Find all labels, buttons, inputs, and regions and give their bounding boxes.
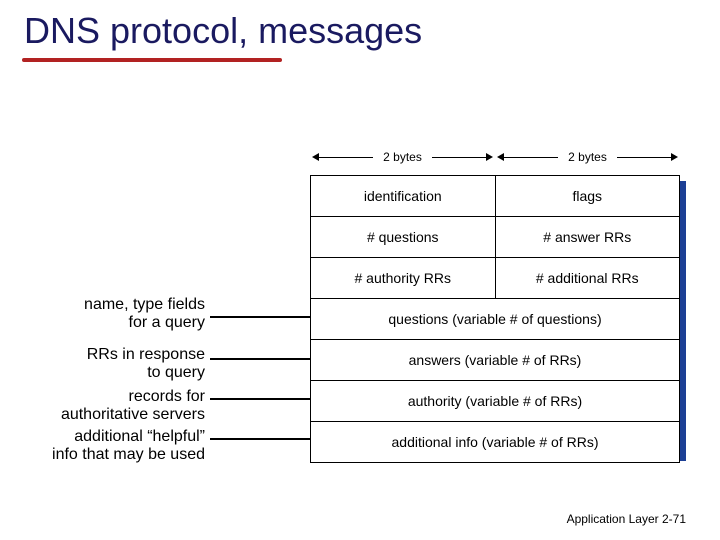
annotation-line	[210, 358, 310, 360]
table-row: questions (variable # of questions)	[311, 299, 680, 340]
table-row: answers (variable # of RRs)	[311, 340, 680, 381]
table-row: # authority RRs # additional RRs	[311, 258, 680, 299]
page-title: DNS protocol, messages	[24, 10, 422, 52]
annotation-line	[210, 398, 310, 400]
bytes-left-label: 2 bytes	[383, 150, 422, 164]
cell-authority-section: authority (variable # of RRs)	[311, 381, 680, 422]
footer-label: Application Layer	[567, 512, 659, 526]
annotation-line	[210, 438, 310, 440]
dns-message-table: identification flags # questions # answe…	[310, 175, 680, 463]
annotation-query-fields: name, type fieldsfor a query	[20, 296, 205, 333]
cell-answers-section: answers (variable # of RRs)	[311, 340, 680, 381]
table-row: authority (variable # of RRs)	[311, 381, 680, 422]
annotation-additional: additional “helpful”info that may be use…	[20, 428, 205, 465]
slide-footer: Application Layer 2-71	[567, 512, 686, 526]
cell-identification: identification	[311, 176, 496, 217]
annotation-line	[210, 316, 310, 318]
bytes-right-label: 2 bytes	[568, 150, 607, 164]
footer-page: 2-71	[662, 512, 686, 526]
table-row: additional info (variable # of RRs)	[311, 422, 680, 463]
annotation-response-rrs: RRs in responseto query	[20, 346, 205, 383]
cell-authority-rrs: # authority RRs	[311, 258, 496, 299]
cell-answer-rrs: # answer RRs	[495, 217, 680, 258]
title-underline	[22, 58, 282, 62]
cell-additional-section: additional info (variable # of RRs)	[311, 422, 680, 463]
table-row: # questions # answer RRs	[311, 217, 680, 258]
cell-flags: flags	[495, 176, 680, 217]
cell-additional-rrs: # additional RRs	[495, 258, 680, 299]
table-row: identification flags	[311, 176, 680, 217]
cell-questions: # questions	[311, 217, 496, 258]
annotation-authoritative: records forauthoritative servers	[20, 388, 205, 425]
cell-questions-section: questions (variable # of questions)	[311, 299, 680, 340]
